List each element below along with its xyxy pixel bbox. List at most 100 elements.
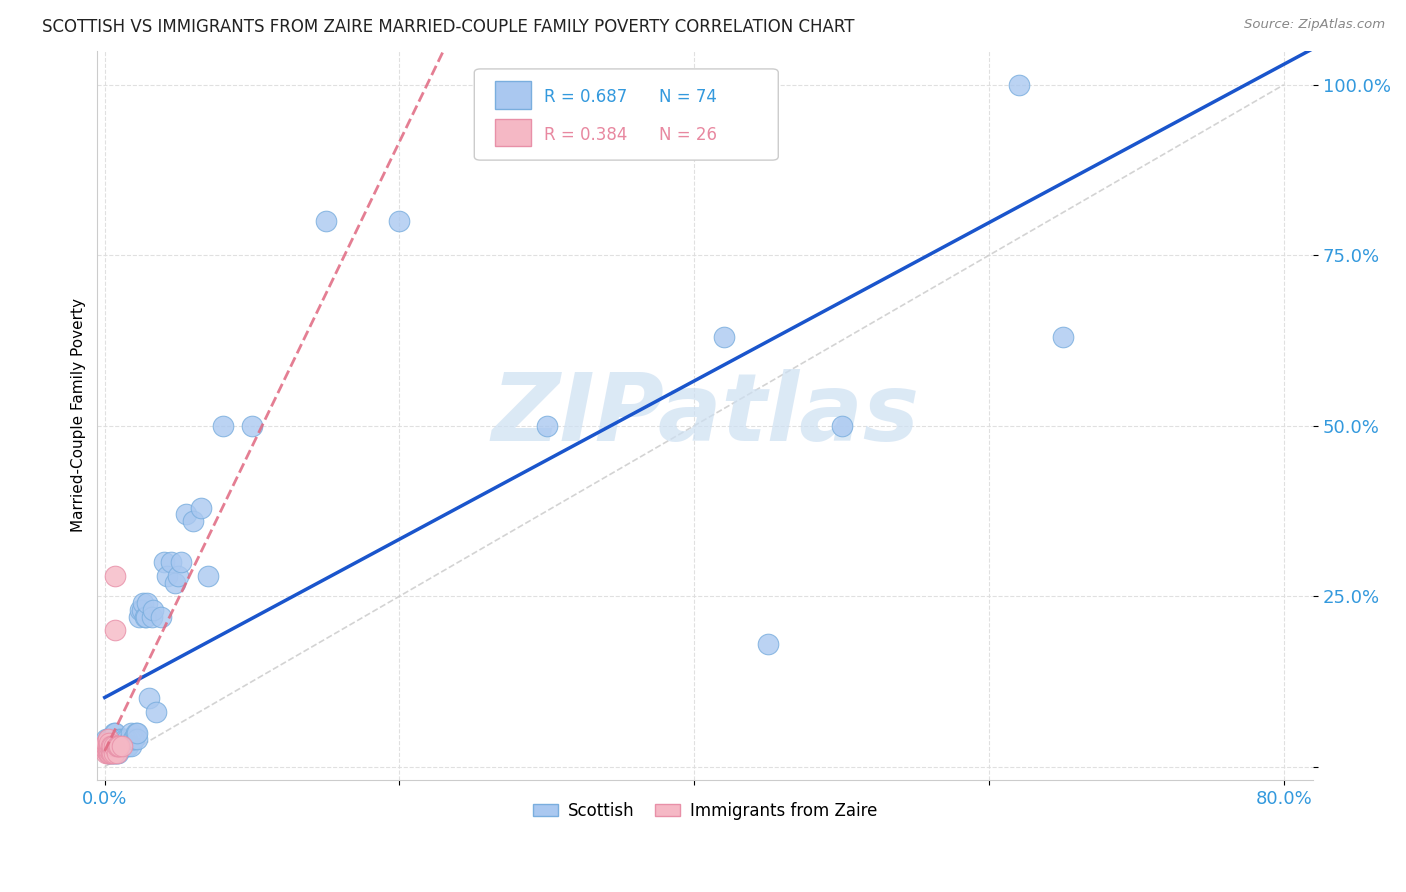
Point xyxy=(131,603,153,617)
Point xyxy=(97,732,120,747)
Point xyxy=(105,746,128,760)
Point xyxy=(104,746,127,760)
Text: R = 0.384: R = 0.384 xyxy=(544,126,627,144)
Point xyxy=(388,214,411,228)
Point xyxy=(98,742,121,756)
Point xyxy=(96,732,118,747)
FancyBboxPatch shape xyxy=(495,81,531,109)
Point xyxy=(315,214,337,228)
Point xyxy=(756,637,779,651)
Point xyxy=(197,568,219,582)
Point xyxy=(170,555,193,569)
Point xyxy=(111,732,134,747)
FancyBboxPatch shape xyxy=(474,69,779,161)
Point xyxy=(156,568,179,582)
Point xyxy=(105,746,128,760)
Point xyxy=(96,739,118,754)
Point xyxy=(136,596,159,610)
Point xyxy=(100,742,122,756)
Point xyxy=(121,732,143,747)
Point xyxy=(98,746,121,760)
Text: N = 74: N = 74 xyxy=(659,87,717,105)
Point xyxy=(97,739,120,754)
Point xyxy=(110,739,132,754)
Point xyxy=(98,746,121,760)
Text: N = 26: N = 26 xyxy=(659,126,717,144)
Point xyxy=(111,739,134,754)
Point xyxy=(138,691,160,706)
Point xyxy=(152,555,174,569)
Point xyxy=(167,568,190,582)
Point xyxy=(100,739,122,754)
Point xyxy=(96,736,118,750)
Point xyxy=(97,746,120,760)
Point xyxy=(97,732,120,747)
Point xyxy=(120,725,142,739)
Point xyxy=(97,739,120,754)
Point xyxy=(118,732,141,747)
Point xyxy=(96,739,118,754)
Point xyxy=(149,609,172,624)
Point xyxy=(103,746,125,760)
Point xyxy=(1052,330,1074,344)
Point xyxy=(165,575,187,590)
Point xyxy=(101,746,124,760)
Point xyxy=(129,603,152,617)
Point xyxy=(101,739,124,754)
Point xyxy=(103,746,125,760)
Point xyxy=(103,739,125,754)
Point xyxy=(103,725,125,739)
Point xyxy=(108,739,131,754)
Point xyxy=(104,725,127,739)
Point xyxy=(107,746,129,760)
Point xyxy=(101,746,124,760)
Point xyxy=(160,555,183,569)
FancyBboxPatch shape xyxy=(495,119,531,146)
Point xyxy=(134,609,156,624)
Point xyxy=(128,609,150,624)
Point xyxy=(114,732,136,747)
Point xyxy=(135,609,157,624)
Point xyxy=(142,603,165,617)
Point xyxy=(117,739,139,754)
Point xyxy=(122,732,145,747)
Legend: Scottish, Immigrants from Zaire: Scottish, Immigrants from Zaire xyxy=(527,796,884,827)
Point xyxy=(174,508,197,522)
Point xyxy=(115,732,138,747)
Point xyxy=(105,739,128,754)
Point xyxy=(108,739,131,754)
Point xyxy=(536,418,558,433)
Point xyxy=(96,746,118,760)
Point xyxy=(97,742,120,756)
Text: Source: ZipAtlas.com: Source: ZipAtlas.com xyxy=(1244,18,1385,31)
Point xyxy=(181,514,204,528)
Point xyxy=(713,330,735,344)
Point xyxy=(98,739,121,754)
Point xyxy=(240,418,263,433)
Point xyxy=(100,746,122,760)
Point xyxy=(211,418,233,433)
Point xyxy=(97,746,120,760)
Point xyxy=(107,739,129,754)
Point xyxy=(141,609,163,624)
Point xyxy=(101,732,124,747)
Point xyxy=(112,739,135,754)
Point xyxy=(127,725,149,739)
Point xyxy=(111,739,134,754)
Text: ZIPatlas: ZIPatlas xyxy=(491,369,920,461)
Point xyxy=(98,739,121,754)
Point xyxy=(105,739,128,754)
Point xyxy=(107,739,129,754)
Point xyxy=(190,500,212,515)
Point xyxy=(132,596,155,610)
Point xyxy=(104,739,127,754)
Point xyxy=(98,736,121,750)
Text: R = 0.687: R = 0.687 xyxy=(544,87,627,105)
Point xyxy=(115,739,138,754)
Point xyxy=(103,739,125,754)
Point xyxy=(100,732,122,747)
Point xyxy=(120,739,142,754)
Point xyxy=(100,739,122,754)
Point xyxy=(145,705,167,719)
Point xyxy=(831,418,853,433)
